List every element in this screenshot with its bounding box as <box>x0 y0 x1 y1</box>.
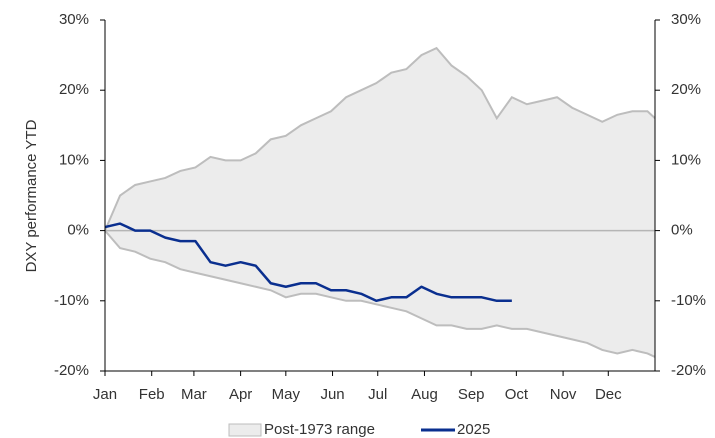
legend-label: Post-1973 range <box>264 421 375 438</box>
x-tick-label: Mar <box>181 386 207 403</box>
x-tick-label: May <box>272 386 301 403</box>
range-fill <box>105 48 655 357</box>
x-tick-label: Jan <box>93 386 117 403</box>
y-tick-label: 10% <box>59 151 89 168</box>
y2-tick-label: 30% <box>671 11 701 28</box>
x-tick-label: Jun <box>320 386 344 403</box>
y2-tick-label: 20% <box>671 81 701 98</box>
x-tick-label: Dec <box>595 386 622 403</box>
range-lower <box>104 229 656 358</box>
legend-label: 2025 <box>457 421 490 438</box>
x-tick-label: Nov <box>550 386 577 403</box>
x-tick-label: Feb <box>139 386 165 403</box>
y2-tick-label: 10% <box>671 151 701 168</box>
x-tick-label: Jul <box>368 386 387 403</box>
y-axis-label: DXY performance YTD <box>23 119 40 272</box>
y2-tick-label: -10% <box>671 292 706 309</box>
x-tick-label: Aug <box>411 386 438 403</box>
line-2025 <box>104 222 512 303</box>
y2-tick-label: 0% <box>671 222 693 239</box>
legend-swatch <box>228 423 262 437</box>
x-tick-label: Oct <box>505 386 529 403</box>
y-tick-label: 30% <box>59 11 89 28</box>
x-tick-label: Sep <box>458 386 485 403</box>
range-upper <box>104 46 656 231</box>
y-tick-label: -10% <box>54 292 89 309</box>
y-tick-label: -20% <box>54 362 89 379</box>
x-tick-label: Apr <box>229 386 252 403</box>
y-tick-label: 0% <box>67 222 89 239</box>
y2-tick-label: -20% <box>671 362 706 379</box>
y-tick-label: 20% <box>59 81 89 98</box>
